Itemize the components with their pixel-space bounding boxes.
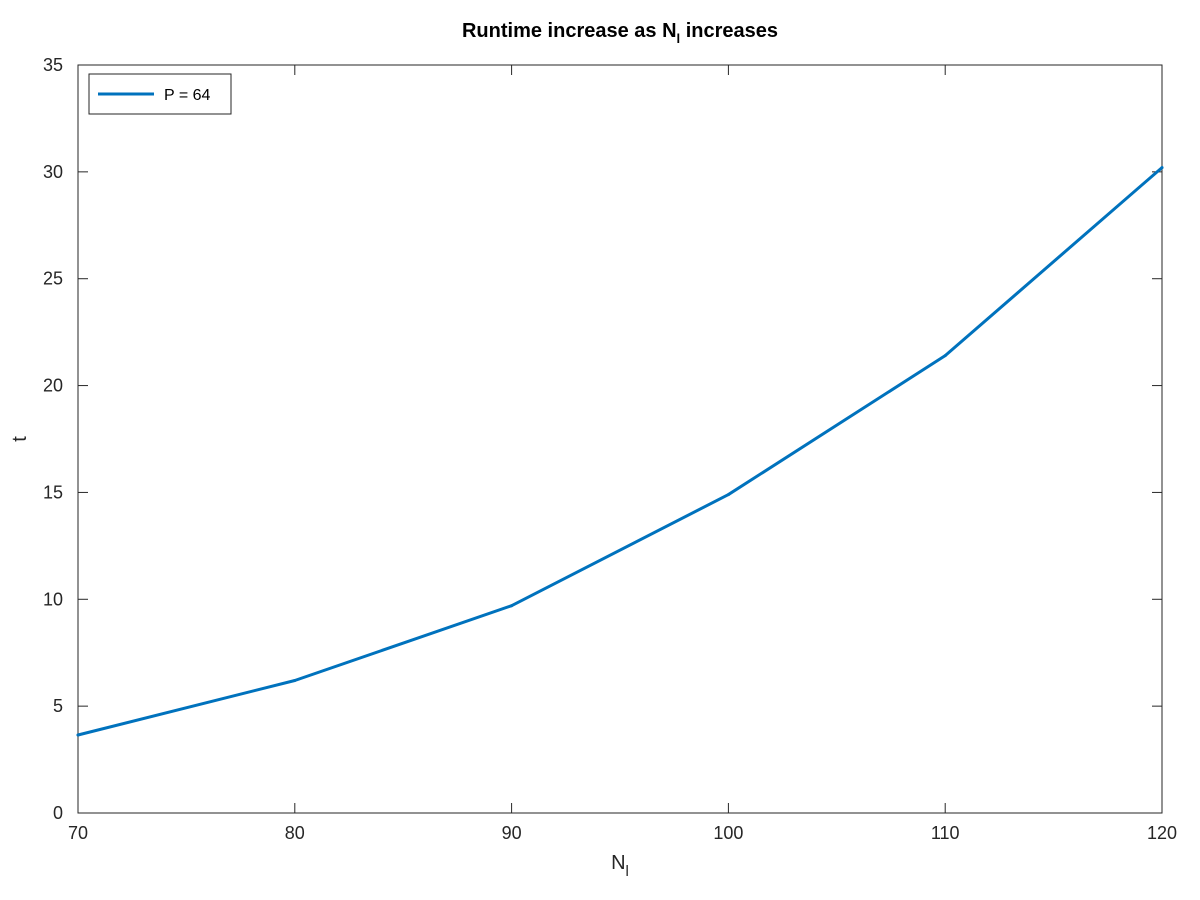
legend-entry-p-64: P = 64 — [164, 87, 211, 104]
data-point — [726, 493, 730, 497]
y-axis-label: t — [9, 436, 31, 442]
y-tick-label: 20 — [43, 376, 63, 396]
y-tick-label: 0 — [53, 803, 63, 823]
x-tick-label: 80 — [285, 823, 305, 843]
y-tick-label: 5 — [53, 696, 63, 716]
legend: P = 64 — [88, 73, 232, 115]
data-point — [293, 679, 297, 682]
y-tick-labels: 0 5 10 15 20 25 30 35 — [43, 55, 63, 823]
x-axis-label: Nl — [611, 852, 629, 880]
x-tick-label: 110 — [931, 823, 960, 843]
y-tick-label: 30 — [43, 162, 63, 182]
x-axis-label-base: N — [611, 852, 625, 874]
data-point — [1160, 166, 1164, 170]
chart-title-prefix: Runtime increase as N — [462, 20, 677, 42]
series-data-points — [76, 166, 1164, 737]
chart-title-suffix: increases — [680, 20, 778, 42]
x-tick-label: 100 — [713, 823, 743, 843]
x-tick-label: 120 — [1147, 823, 1177, 843]
plot-area — [77, 64, 1163, 814]
data-point — [943, 354, 947, 358]
x-tick-label: 90 — [502, 823, 522, 843]
chart-title: Runtime increase as Nl increases — [462, 20, 778, 46]
y-tick-label: 10 — [43, 589, 63, 609]
tick-marks — [77, 64, 1163, 814]
data-point — [510, 604, 514, 608]
data-point — [76, 733, 80, 737]
y-tick-label: 25 — [43, 269, 63, 289]
chart-title-subscript: l — [677, 31, 681, 46]
x-tick-label: 70 — [68, 823, 88, 843]
y-tick-label: 15 — [43, 482, 63, 502]
x-axis-label-subscript: l — [626, 863, 629, 880]
x-tick-labels: 70 80 90 100 110 120 — [68, 823, 1177, 843]
y-tick-label: 35 — [43, 55, 63, 75]
series-line-p-64 — [76, 166, 1164, 737]
